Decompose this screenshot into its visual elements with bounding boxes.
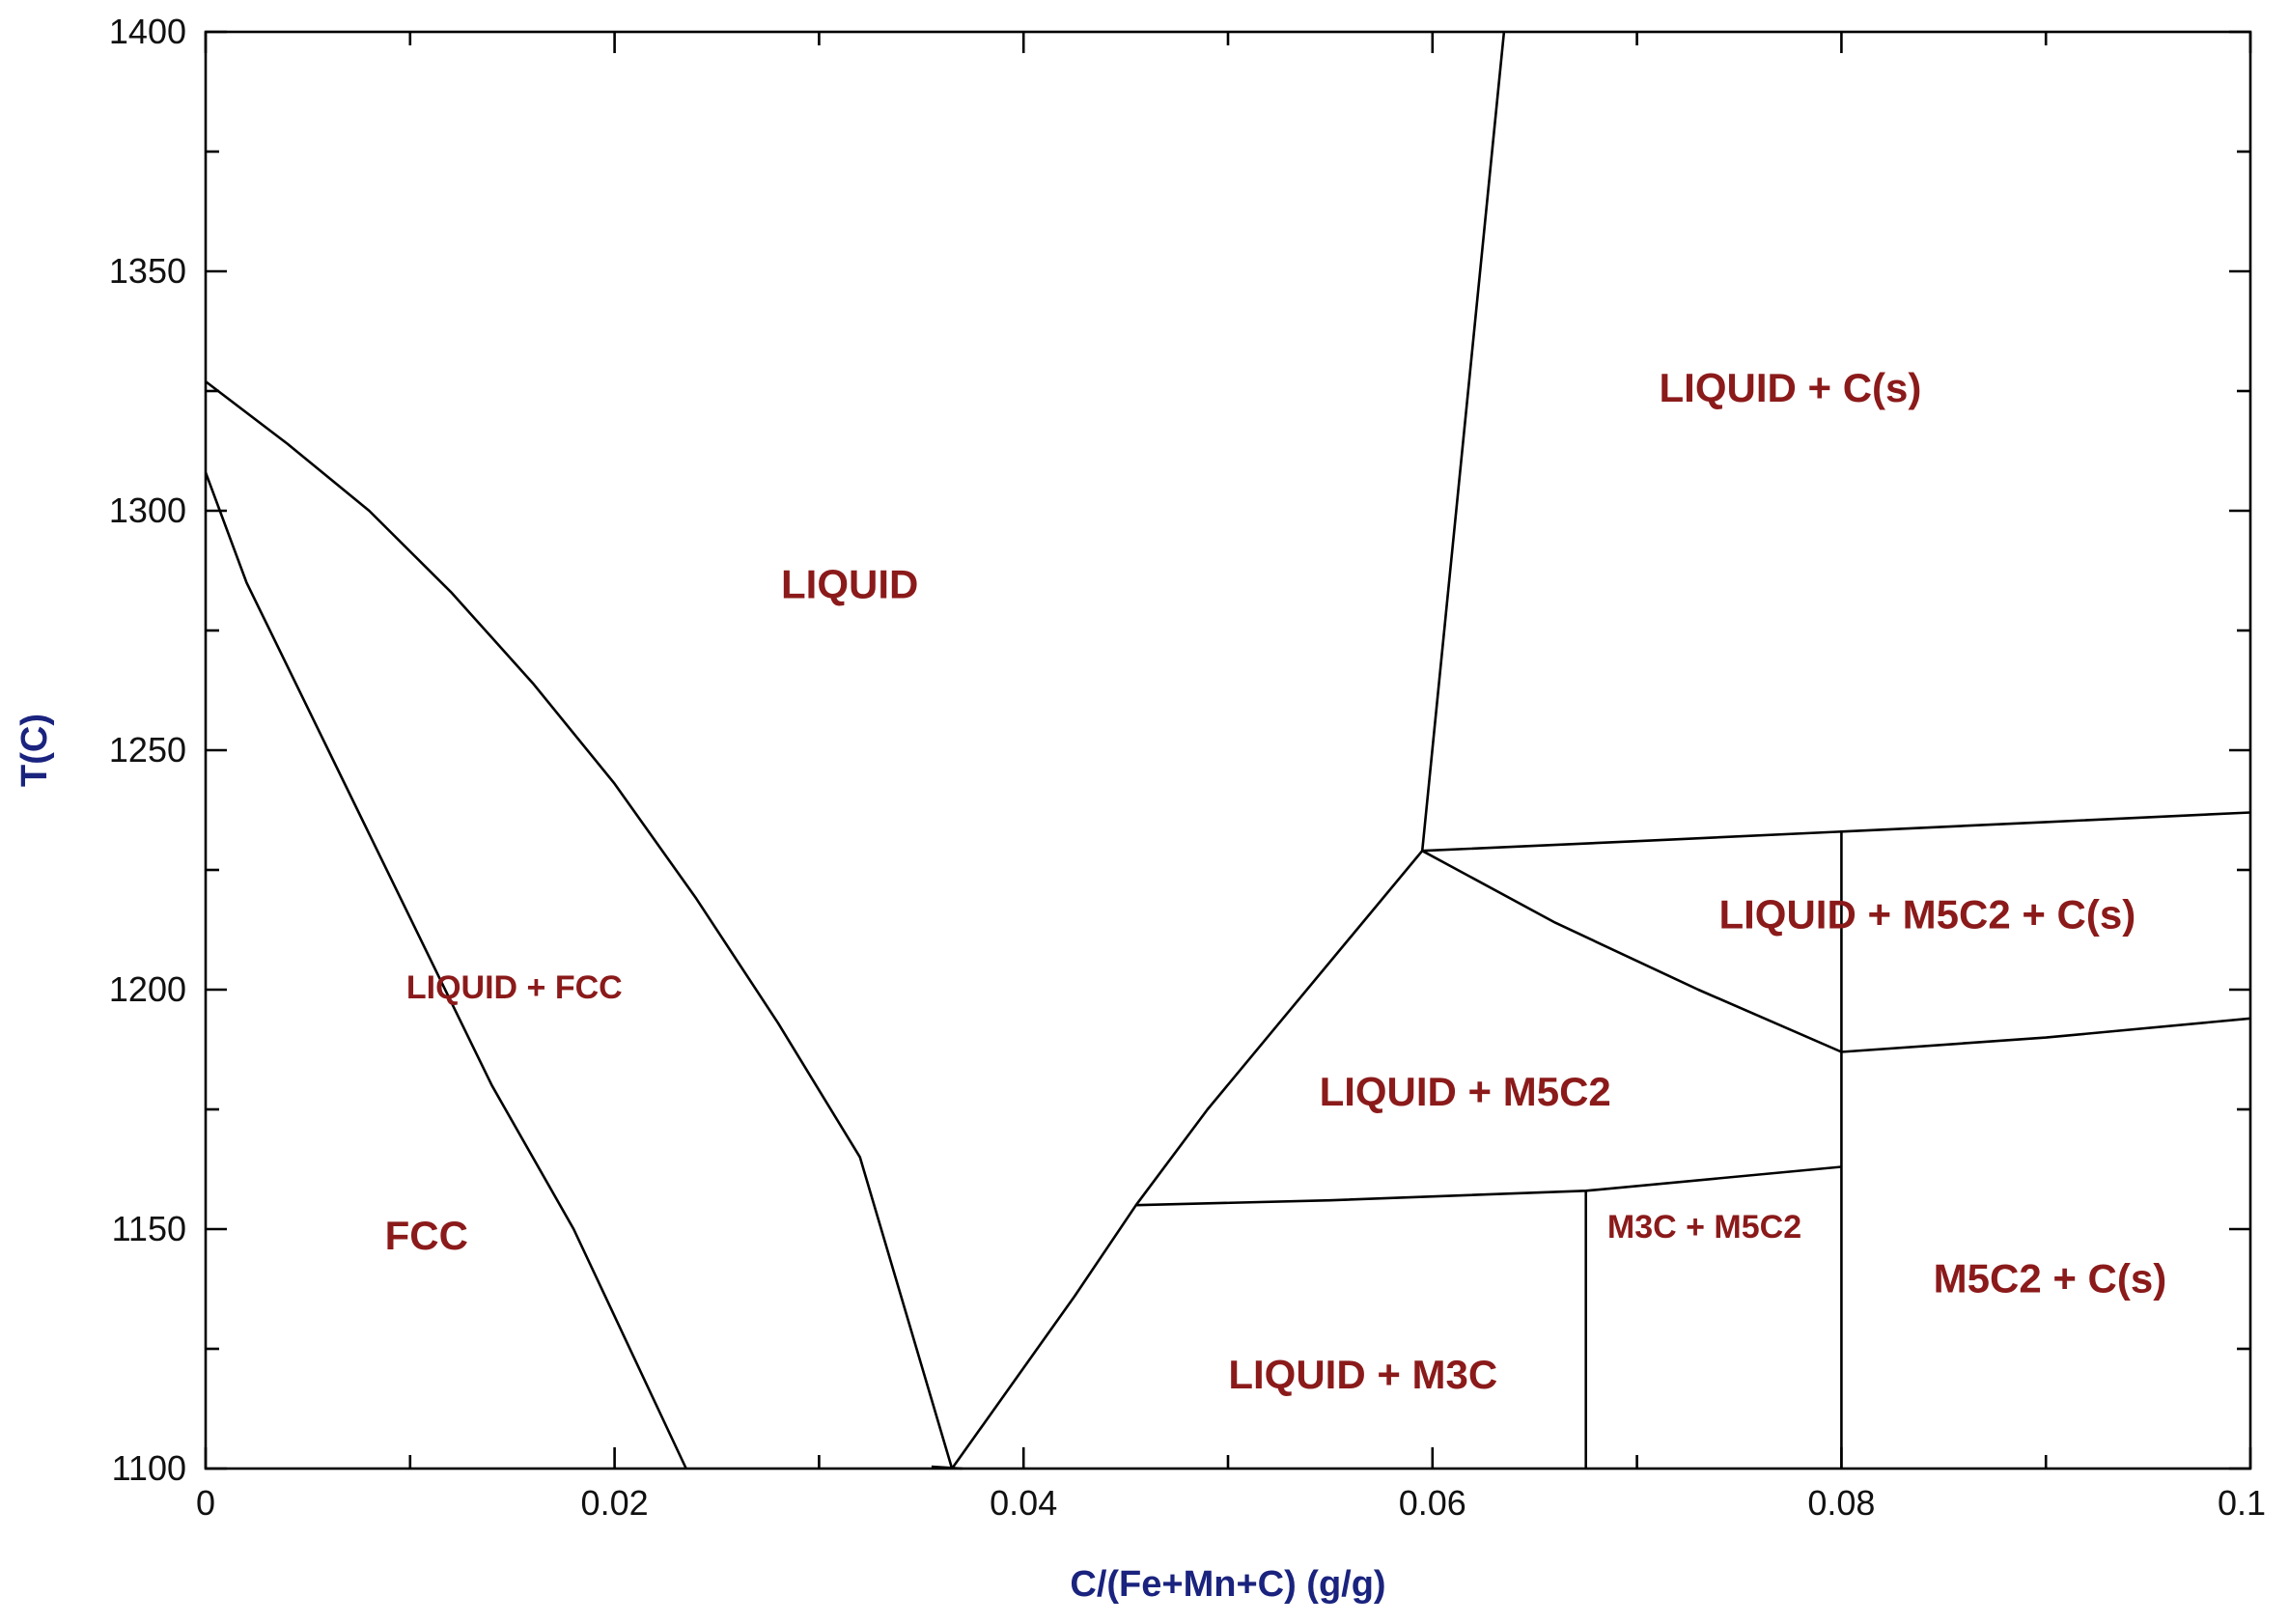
- x-tick-label-2: 0.04: [990, 1483, 1057, 1523]
- y-tick-label-1: 1150: [112, 1209, 186, 1248]
- phase-boundary-2: [931, 1465, 963, 1470]
- plot-border: [204, 30, 2252, 1470]
- axis-ticks: [204, 30, 2252, 1470]
- region-label-2: LIQUID + FCC: [406, 969, 623, 1006]
- y-tick-label-3: 1250: [109, 730, 186, 770]
- phase-boundary-7: [1841, 1017, 2251, 1053]
- phase-boundary-4: [1420, 31, 1506, 852]
- region-label-0: LIQUID: [781, 561, 918, 606]
- x-tick-label-1: 0.02: [581, 1483, 649, 1523]
- plot-frame: [204, 30, 2252, 1470]
- region-label-1: LIQUID + C(s): [1660, 365, 1922, 410]
- region-label-6: M3C + M5C2: [1607, 1209, 1801, 1246]
- y-tick-label-6: 1400: [109, 12, 186, 51]
- region-label-8: LIQUID + M3C: [1228, 1352, 1497, 1397]
- y-tick-label-2: 1200: [109, 969, 186, 1009]
- x-tick-label-3: 0.06: [1399, 1483, 1466, 1523]
- x-axis-title: C/(Fe+Mn+C) (g/g): [1070, 1564, 1385, 1605]
- x-tick-label-5: 0.1: [2218, 1483, 2266, 1523]
- phase-boundaries: [204, 31, 2251, 1470]
- y-tick-label-0: 1100: [112, 1448, 186, 1488]
- phase-region-labels: LIQUID LIQUID + C(s) LIQUID + FCC FCC LIQUID…: [385, 365, 2167, 1397]
- region-label-4: LIQUID + M5C2: [1320, 1069, 1611, 1114]
- region-label-3: FCC: [385, 1213, 468, 1258]
- y-axis-title: T(C): [14, 714, 55, 787]
- y-tick-label-4: 1300: [109, 490, 186, 530]
- phase-boundary-8: [1135, 1165, 1842, 1207]
- x-tick-label-0: 0: [196, 1483, 215, 1523]
- x-tick-label-4: 0.08: [1807, 1483, 1875, 1523]
- region-label-5: LIQUID + M5C2 + C(s): [1718, 892, 2135, 938]
- axis-tick-labels: 0 0.02 0.04 0.06 0.08 0.1 1100 1150 1200 1250 1300…: [109, 12, 2266, 1523]
- y-tick-label-5: 1350: [109, 251, 186, 291]
- phase-boundary-1: [204, 471, 687, 1470]
- phase-boundary-0: [205, 380, 954, 1470]
- phase-boundary-5: [1422, 811, 2251, 853]
- phase-boundary-6: [1421, 850, 1842, 1053]
- region-label-7: M5C2 + C(s): [1934, 1256, 2167, 1302]
